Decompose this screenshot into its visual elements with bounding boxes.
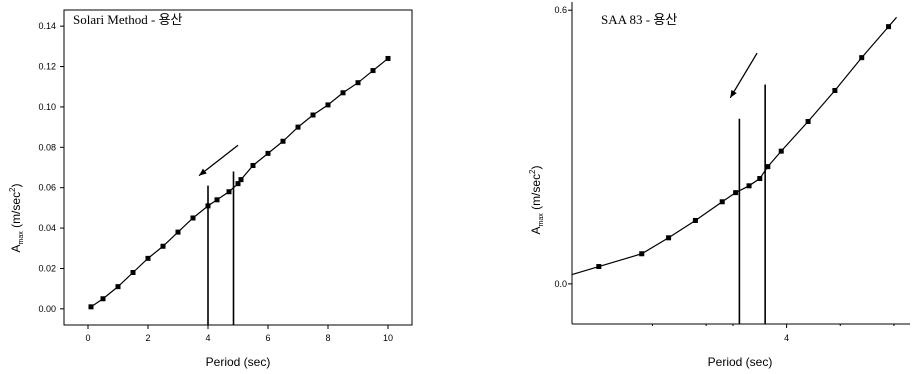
right-y-axis-title-sup: 2 (528, 169, 537, 174)
left-data-point (385, 55, 391, 61)
right-series-line (571, 16, 898, 276)
right-chart-panel: SAA 83 - 용산 4 0.0 0.6 Period (sec) Amax (… (528, 2, 910, 369)
right-data-point (859, 55, 865, 61)
left-data-point (325, 102, 331, 108)
right-data-point (719, 199, 725, 205)
right-data-point (692, 217, 698, 223)
right-data-point (832, 87, 838, 93)
left-x-axis-ticks: 0 2 4 6 8 10 (85, 325, 393, 343)
right-y-axis-title-main: A (529, 227, 543, 235)
right-arrow (729, 52, 758, 99)
left-data-point (145, 255, 151, 261)
left-y-tick-label: 0.02 (38, 263, 56, 273)
left-data-point (130, 270, 136, 275)
right-y-axis-title-unit: (m/sec (529, 174, 543, 213)
right-arrow-head (730, 89, 737, 98)
left-data-point (340, 90, 346, 96)
right-vertical-markers (738, 84, 766, 324)
left-data-point (280, 138, 286, 144)
left-data-point (205, 203, 211, 209)
left-y-axis-title-sub: max (18, 231, 25, 245)
right-y-axis-title-close: ) (529, 165, 543, 169)
left-x-tick-label: 6 (265, 333, 270, 343)
left-y-axis-title-sup: 2 (8, 187, 17, 192)
left-data-point (370, 68, 376, 74)
left-data-point (265, 150, 271, 156)
right-data-point (746, 183, 752, 189)
left-data-point (295, 124, 301, 130)
right-data-point (765, 164, 771, 170)
right-arrow-shaft (729, 52, 758, 99)
left-y-tick-label: 0.14 (38, 21, 56, 31)
right-data-point (666, 235, 672, 241)
right-data-point (639, 251, 645, 257)
left-arrow (198, 144, 239, 177)
left-chart-panel: Solari Method - 용산 0 2 4 6 8 10 0.000.020.040… (8, 9, 413, 369)
left-x-axis-title: Period (sec) (206, 355, 271, 369)
left-y-tick-label: 0.06 (38, 183, 56, 193)
left-y-tick-label: 0.08 (38, 142, 56, 152)
left-arrow-shaft (198, 144, 239, 177)
left-y-axis-title-close: ) (9, 183, 23, 187)
right-y-axis-ticks: 0.0 0.6 (554, 5, 572, 289)
left-data-point (115, 284, 121, 290)
right-y-tick-label: 0.0 (554, 279, 567, 289)
left-y-axis-title-unit: (m/sec (9, 192, 23, 231)
right-data-point (596, 264, 602, 270)
left-x-tick-label: 8 (325, 333, 330, 343)
right-data-point (733, 190, 739, 196)
left-data-point (310, 112, 316, 118)
left-y-tick-label: 0.04 (38, 223, 56, 233)
left-arrow-head (199, 168, 207, 176)
left-data-point (250, 162, 256, 168)
left-y-axis-title-main: A (9, 245, 23, 253)
left-data-point (160, 243, 166, 249)
left-data-point (175, 229, 181, 235)
left-data-point (235, 181, 241, 187)
left-x-tick-label: 10 (383, 333, 393, 343)
left-y-tick-label: 0.00 (38, 304, 56, 314)
right-series (571, 16, 898, 276)
left-data-point (214, 197, 220, 203)
left-data-point (238, 177, 244, 183)
left-data-point (88, 304, 94, 310)
right-x-tick-label: 4 (784, 333, 789, 343)
left-y-tick-label: 0.12 (38, 62, 56, 72)
right-y-tick-label: 0.6 (554, 5, 567, 15)
left-series (88, 55, 391, 310)
right-x-axis-ticks: 4 (651, 324, 895, 343)
left-data-point (190, 215, 196, 221)
left-x-tick-label: 4 (205, 333, 210, 343)
right-data-point (778, 148, 784, 154)
left-data-point (226, 189, 232, 195)
right-x-axis-title: Period (sec) (708, 355, 773, 369)
right-data-point (805, 118, 811, 124)
left-vertical-markers (207, 171, 235, 325)
right-y-axis-title-sub: max (538, 213, 545, 227)
left-data-point (100, 296, 106, 302)
left-x-tick-label: 0 (85, 333, 90, 343)
left-y-axis-title: Amax (m/sec2) (8, 183, 25, 252)
right-data-point (757, 176, 763, 182)
left-plot-frame (63, 9, 413, 326)
left-chart-title: Solari Method - 용산 (73, 12, 183, 27)
left-x-tick-label: 2 (145, 333, 150, 343)
right-y-axis-title: Amax (m/sec2) (528, 165, 545, 234)
right-chart-title: SAA 83 - 용산 (601, 12, 677, 27)
right-data-point (886, 24, 892, 30)
left-y-tick-label: 0.10 (38, 102, 56, 112)
left-data-point (355, 80, 361, 86)
left-y-axis-ticks: 0.00 0.02 0.04 0.06 0.08 0.10 0.12 0.14 (38, 21, 64, 314)
